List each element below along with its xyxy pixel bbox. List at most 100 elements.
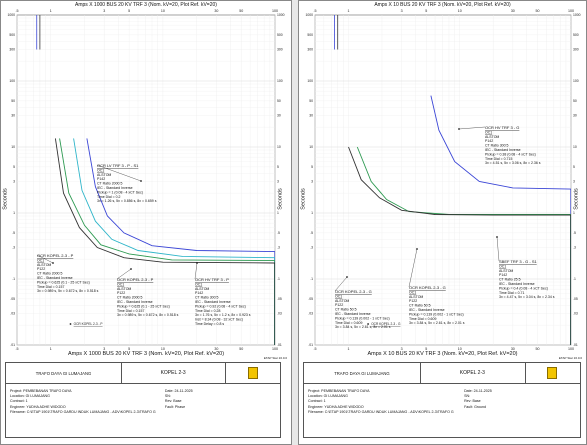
x-tick-label-bottom: 3 [103, 347, 105, 351]
filename-line: Filename: C:\ETAP 1901\TRAFO GARDU INDUK… [10, 410, 156, 414]
annotation-line: OC1 [97, 168, 104, 172]
annotation-line: P122 [117, 291, 125, 295]
y-tick-label-left: 30 [11, 114, 15, 118]
y-tick-label-right: 50 [277, 99, 281, 103]
x-tick-label-top: 5 [425, 9, 427, 13]
y-tick-label-left: .01 [308, 343, 313, 347]
annotation-line: Pickup = 1 (0.08 - 4 xCT Sec) [97, 190, 143, 194]
y-tick-label-right: .03 [277, 312, 282, 316]
annotation-line: Time Dial = 0.715 [485, 157, 512, 161]
y-tick-label-left: 500 [307, 33, 313, 37]
sn-line: SN: [464, 394, 471, 399]
y-tick-label-right: .05 [277, 297, 282, 301]
y-tick-label-left: 1 [311, 211, 313, 215]
y-tick-label-right: 100 [277, 79, 283, 83]
annotation-dot [52, 262, 54, 264]
annotation-leader [96, 164, 142, 182]
series-line-green [59, 138, 276, 262]
y-tick-label-left: 100 [9, 79, 15, 83]
y-tick-label-right: 300 [573, 48, 579, 52]
annotation-line: Time Dial = 0.2 [97, 195, 121, 199]
annotation-line: P122 [37, 267, 45, 271]
x-tick-label-bottom: 5 [128, 347, 130, 351]
y-tick-label-left: .03 [308, 312, 313, 316]
annotation-line: 3x = 3.84 s, 5x = 2.61 s, 8x = 2.01 s [409, 321, 465, 325]
etap-version: ETAP Star 16.0.0 [263, 356, 287, 360]
y-tick-label-right: .3 [277, 246, 280, 250]
y-axis-label-left: Seconds [300, 188, 307, 210]
x-tick-label-top: 30 [214, 9, 218, 13]
x-tick-label-top: 5 [128, 9, 130, 13]
title-block-name: TRAFO DAYA GI LUMAJANG [6, 363, 123, 383]
y-tick-label-left: .03 [10, 312, 15, 316]
annotation-line: OCR KOPEL 2-3 - P [117, 277, 154, 282]
fault-line: Fault: Phase [164, 404, 186, 409]
annotation-line: OC1 [485, 130, 492, 134]
y-tick-label-right: 1000 [573, 13, 581, 17]
y-tick-label-left: .05 [308, 297, 313, 301]
annotation-line: CT Ratio 50:5 [335, 308, 357, 312]
annotation-line: CT Ratio 50:5 [409, 304, 431, 308]
y-tick-label-left: 50 [11, 99, 15, 103]
annotation-line: ALSTOM [195, 287, 209, 291]
annotation-dot [496, 236, 498, 238]
date-line: Date: 24-11-2025 [464, 389, 492, 393]
annotation-line: ALSTOM [485, 135, 499, 139]
annotation-line: IEC - Standard Inverse [195, 300, 231, 304]
x-tick-label-bottom: 30 [511, 347, 515, 351]
y-tick-label-right: 3 [573, 180, 575, 184]
x-tick-label-bottom: 50 [239, 347, 243, 351]
annotation-line: IEC - Standard Inverse [409, 308, 445, 312]
x-tick-label-top: 50 [239, 9, 243, 13]
y-tick-label-right: .1 [573, 277, 576, 281]
y-tick-label-right: 300 [277, 48, 283, 52]
annotation-line: P122 [409, 299, 417, 303]
tcc-panel-phase: Amps X 1000 BUS 20 KV TRF 3 (Nom. kV=20,… [0, 0, 292, 445]
y-tick-label-left: 3 [13, 180, 15, 184]
annotation-leader [36, 254, 54, 264]
y-tick-label-left: 1 [13, 211, 15, 215]
annotation-leader [194, 262, 198, 280]
y-tick-label-right: .1 [277, 277, 280, 281]
annotation-line: Pickup = 0.139 (0.002 - 1 xCT Sec) [335, 316, 390, 320]
title-block-section: KOPEL 2-3 [420, 363, 526, 383]
annotation-line: Time Dial = 0.609 [409, 317, 436, 321]
small-tag-dot [69, 323, 72, 325]
y-tick-label-left: 300 [307, 48, 313, 52]
annotation-line: CT Ratio 2000:5 [97, 182, 122, 186]
y-tick-label-right: 500 [277, 33, 283, 37]
annotation-line: CT Ratio 300:5 [195, 296, 219, 300]
x-tick-label-top: 100 [568, 9, 574, 13]
x-tick-label-top: .5 [16, 9, 19, 13]
annotation-leader [496, 236, 500, 262]
annotation-line: P122 [335, 303, 343, 307]
x-tick-label-bottom: 10 [458, 347, 462, 351]
small-curve-tag: OCR KOPEL 2-3 - G [371, 322, 401, 326]
y-tick-label-right: 500 [573, 33, 579, 37]
y-tick-label-left: .5 [12, 231, 15, 235]
annotation-line: 3x = 3.84 s, 5x = 2.61 s, 8x = 2.01 s [335, 325, 391, 329]
tcc-panel-ground: Amps X 10 BUS 20 KV TRF 3 (Nom. kV=20, P… [298, 0, 587, 445]
y-tick-label-right: 1000 [277, 13, 285, 17]
title-block-name: TRAFO DAYA GI LUMAJANG [304, 363, 421, 383]
x-tick-label-bottom: 10 [161, 347, 165, 351]
y-tick-label-right: 10 [573, 145, 577, 149]
y-tick-label-right: .5 [277, 231, 280, 235]
annotation-dot [196, 262, 198, 264]
y-tick-label-left: .05 [10, 297, 15, 301]
y-tick-label-left: .1 [310, 277, 313, 281]
y-tick-label-right: .01 [277, 343, 282, 347]
y-tick-label-right: .01 [573, 343, 578, 347]
y-tick-label-right: 10 [277, 145, 281, 149]
x-tick-label-bottom: .5 [16, 347, 19, 351]
x-tick-label-bottom: .5 [314, 347, 317, 351]
annotation-line: Pickup = 0.92 (0.08 - 4 xCT Sec) [195, 304, 246, 308]
y-tick-label-right: 50 [573, 99, 577, 103]
x-axis-title-top: Amps X 10 BUS 20 KV TRF 3 (Nom. kV=20, P… [374, 2, 511, 8]
annotation-line: Inst = 8.34 (0.08 - 32 xCT Sec) [195, 318, 243, 322]
